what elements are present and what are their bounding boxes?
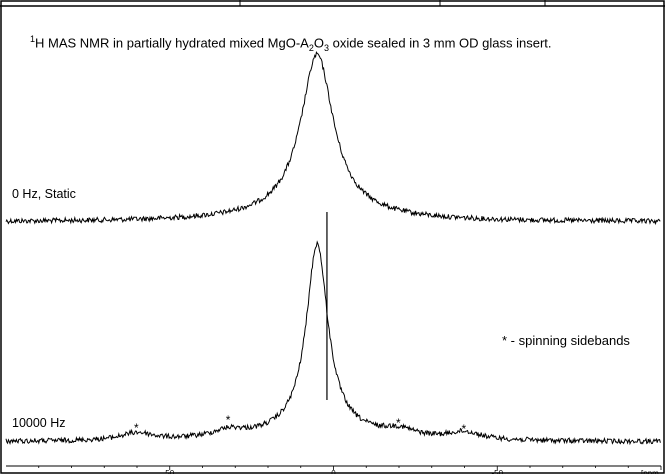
sideband-star: * (226, 413, 231, 427)
sideband-star: * (134, 421, 139, 435)
spectrum-spinning (5, 240, 661, 446)
sideband-markers: * * * * (134, 413, 467, 436)
sideband-star: * (396, 416, 401, 430)
series-label-static: 0 Hz, Static (12, 187, 76, 201)
x-tick-label: 50 (165, 469, 174, 474)
x-axis-label: [ppm (641, 469, 659, 474)
x-tick-label: 0 (331, 469, 336, 474)
series-label-spinning: 10000 Hz (12, 416, 66, 430)
spectra-group (5, 51, 661, 446)
x-tick-label: -50 (491, 469, 503, 474)
chart-title: 1H MAS NMR in partially hydrated mixed M… (30, 34, 552, 53)
x-axis: 50 0 -50 [ppm (6, 465, 662, 474)
spectrum-static (5, 51, 661, 226)
sideband-annotation: * - spinning sidebands (502, 333, 630, 348)
sideband-star: * (462, 422, 467, 436)
